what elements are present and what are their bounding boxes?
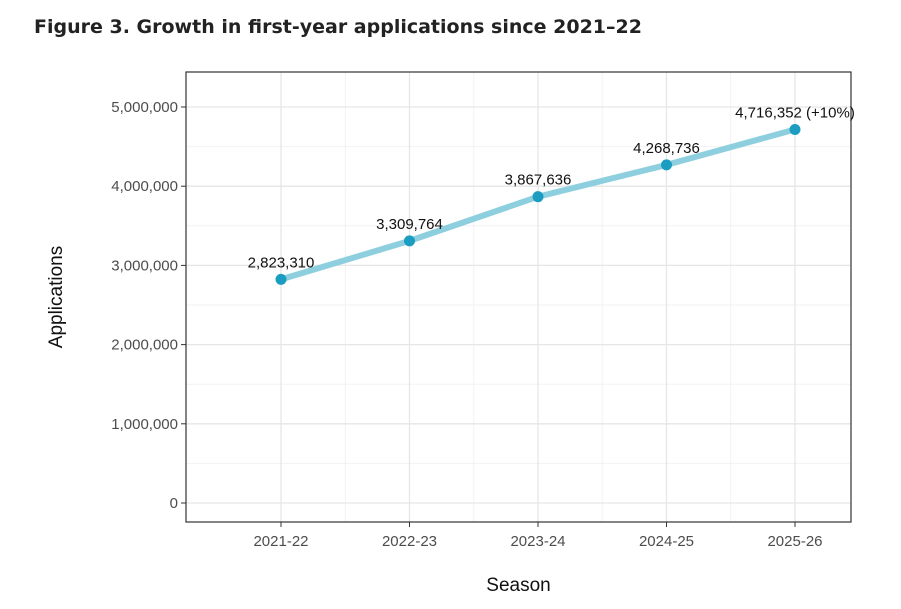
data-label: 4,268,736	[633, 140, 700, 157]
data-label: 3,867,636	[505, 172, 572, 189]
data-point	[275, 273, 287, 285]
data-point	[404, 235, 415, 247]
y-tick-label: 4,000,000	[111, 178, 178, 195]
data-label: 3,309,764	[376, 216, 443, 233]
data-point	[532, 191, 544, 203]
y-tick-label: 0	[170, 495, 178, 512]
x-tick-label: 2025-26	[767, 533, 822, 550]
y-tick-label: 5,000,000	[111, 99, 178, 116]
y-tick-label: 2,000,000	[111, 337, 178, 354]
data-point	[789, 123, 801, 135]
y-tick-label: 1,000,000	[111, 416, 178, 433]
data-label: 2,823,310	[248, 254, 315, 271]
x-tick-label: 2022-23	[382, 533, 437, 550]
x-tick-label: 2024-25	[639, 533, 694, 550]
y-axis-label: Applications	[46, 246, 67, 348]
y-tick-label: 3,000,000	[111, 257, 178, 274]
data-point	[661, 159, 672, 171]
data-label: 4,716,352 (+10%)	[735, 104, 855, 121]
x-tick-label: 2021-22	[253, 533, 308, 550]
chart-title: Figure 3. Growth in first-year applicati…	[34, 16, 642, 38]
x-tick-label: 2023-24	[510, 533, 565, 550]
plot-panel	[185, 71, 852, 523]
x-axis-label: Season	[486, 575, 550, 596]
